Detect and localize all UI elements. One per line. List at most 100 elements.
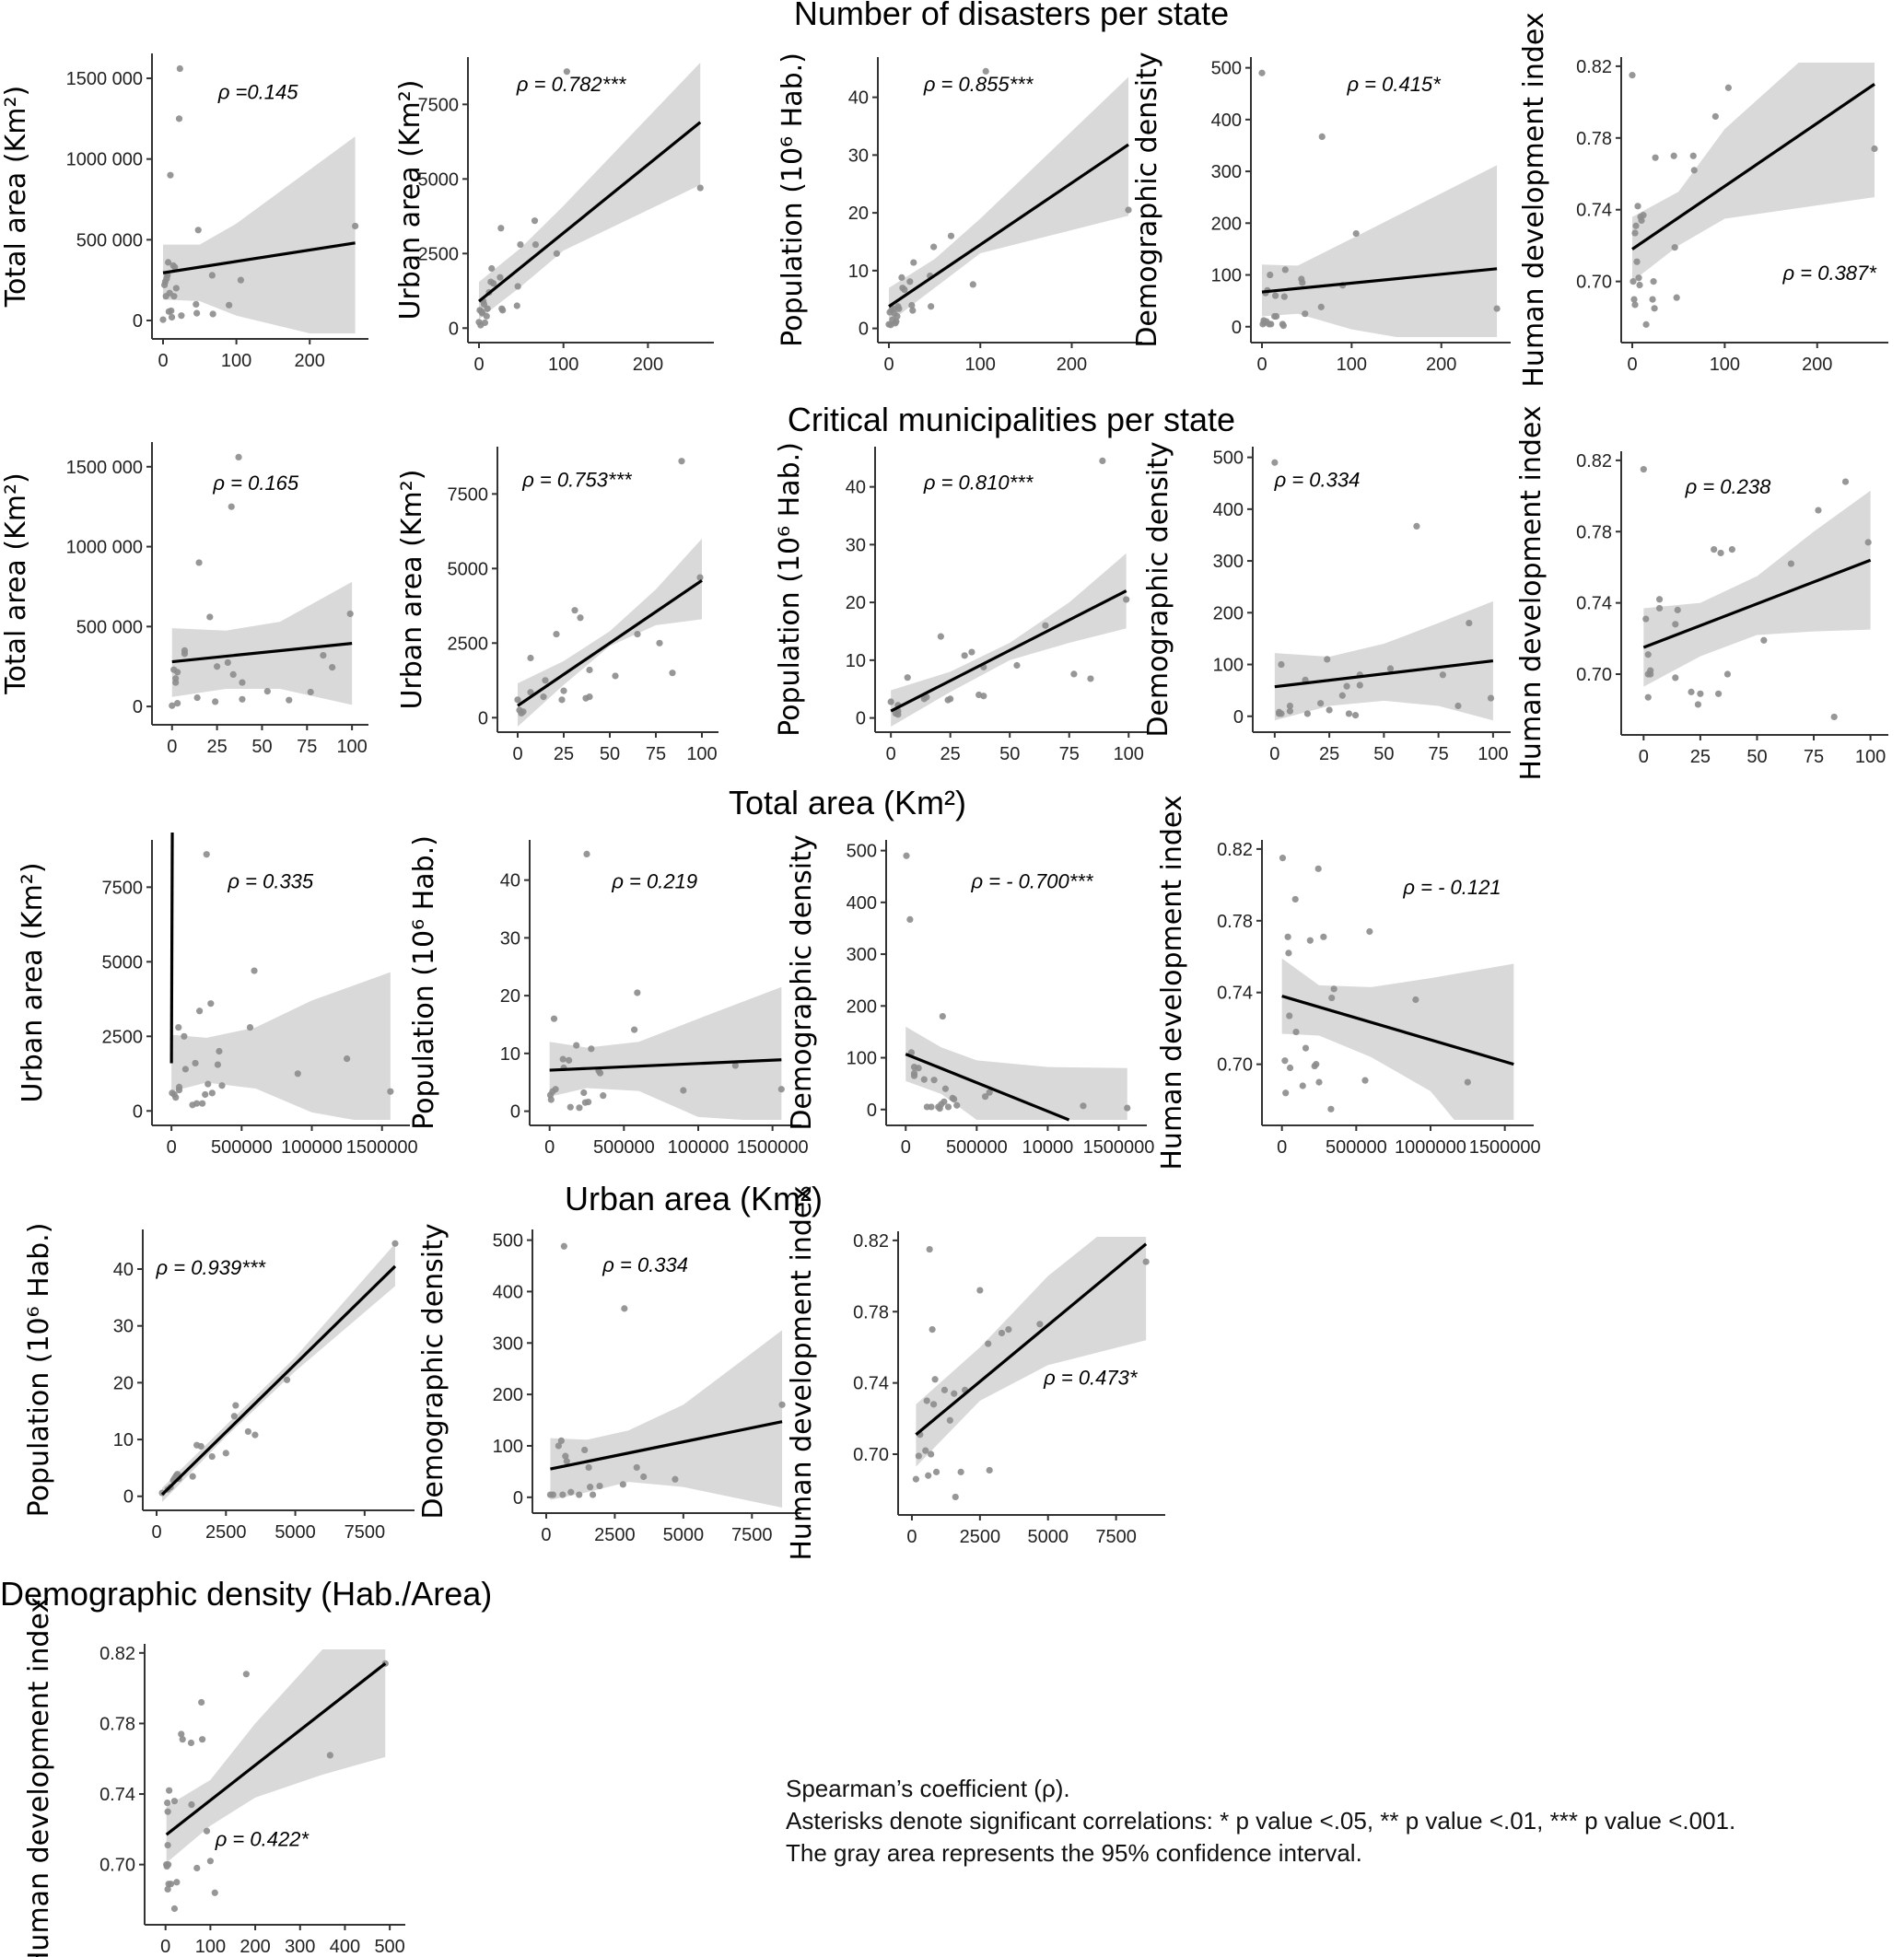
data-point xyxy=(563,1458,570,1465)
y-tick-label: 0.74 xyxy=(1576,594,1612,614)
data-point xyxy=(976,1287,984,1294)
data-point xyxy=(946,1416,953,1424)
y-tick-label: 500 000 xyxy=(76,617,143,637)
confidence-band xyxy=(905,1026,1127,1120)
confidence-band xyxy=(1274,600,1493,727)
data-point xyxy=(1633,258,1641,265)
y-tick-label: 0 xyxy=(510,1102,520,1123)
data-point xyxy=(206,1858,214,1865)
data-point xyxy=(1672,674,1679,681)
y-tick-label: 30 xyxy=(846,535,866,555)
data-point xyxy=(517,240,524,249)
confidence-band xyxy=(518,538,702,727)
data-point xyxy=(239,679,246,686)
x-tick-label: 10000 xyxy=(1022,1137,1074,1158)
data-point xyxy=(621,1305,628,1312)
data-point xyxy=(600,1092,607,1100)
data-point xyxy=(170,1905,179,1913)
x-tick-label: 200 xyxy=(1057,355,1087,375)
y-tick-label: 0 xyxy=(133,1101,143,1122)
x-tick-label: 0 xyxy=(158,351,168,371)
spearman-rho-label: ρ = - 0.121 xyxy=(1402,876,1501,899)
data-point xyxy=(198,1698,205,1707)
data-point xyxy=(174,700,181,707)
data-point xyxy=(497,225,505,232)
x-tick-label: 0 xyxy=(151,1522,161,1543)
data-point xyxy=(1717,549,1724,557)
data-point xyxy=(1302,310,1309,318)
x-tick-label: 100000 xyxy=(281,1137,343,1158)
data-point xyxy=(1647,670,1654,678)
data-point xyxy=(196,1008,204,1015)
data-point xyxy=(1042,622,1049,629)
data-point xyxy=(1361,1077,1369,1084)
x-tick-label: 0 xyxy=(1627,355,1637,375)
x-tick-label: 100 xyxy=(221,351,251,371)
data-point xyxy=(893,318,900,325)
data-point xyxy=(1267,271,1274,279)
scatter-panel-r4p3: 0.70 0.74 0.78 0.82 0 2500 5000 7500 Human devel… xyxy=(786,1185,1165,1561)
y-axis-label: Human development index xyxy=(1518,12,1550,387)
data-point xyxy=(1386,665,1395,672)
confidence-band xyxy=(550,1330,783,1508)
data-point xyxy=(1871,145,1878,153)
scatter-panel-r2p5: 0.70 0.74 0.78 0.82 0 25 50 75 100 Human developm… xyxy=(1515,405,1888,781)
y-axis-label: Human development index xyxy=(1156,795,1188,1170)
data-point xyxy=(894,711,902,718)
data-point xyxy=(263,688,271,695)
y-tick-label: 0.82 xyxy=(1217,840,1253,860)
spearman-rho-label: ρ = 0.165 xyxy=(212,472,298,495)
data-point xyxy=(214,1061,222,1068)
data-point xyxy=(199,1736,206,1743)
y-tick-label: 40 xyxy=(500,871,520,891)
regression-line xyxy=(160,1264,397,1497)
data-point xyxy=(915,1065,922,1072)
y-tick-label: 100 xyxy=(1211,266,1242,286)
data-point xyxy=(1711,112,1719,121)
data-point xyxy=(531,217,539,225)
data-point xyxy=(909,307,917,314)
data-point xyxy=(307,688,314,696)
y-tick-label: 2500 xyxy=(448,634,489,654)
y-axis-label: Demographic density xyxy=(1142,441,1174,737)
data-point xyxy=(903,852,910,859)
x-tick-label: 500000 xyxy=(1326,1137,1387,1158)
y-tick-label: 100 xyxy=(847,1049,877,1069)
data-point xyxy=(1278,710,1285,717)
y-tick-label: 400 xyxy=(1211,111,1242,131)
data-point xyxy=(576,1104,583,1112)
data-point xyxy=(1278,660,1285,669)
data-point xyxy=(1313,1061,1320,1068)
x-tick-label: 0 xyxy=(886,744,896,764)
y-axis-label: Human development index xyxy=(1515,405,1548,780)
y-axis-label: Population (10⁶ Hab.) xyxy=(23,1223,55,1518)
y-tick-label: 2500 xyxy=(418,244,460,264)
spearman-rho-label: ρ =0.145 xyxy=(217,81,298,104)
data-point xyxy=(941,1085,950,1092)
data-point xyxy=(895,305,903,312)
x-tick-label: 25 xyxy=(1690,747,1711,767)
data-point xyxy=(197,1442,204,1450)
y-tick-label: 500 xyxy=(847,842,877,862)
data-point xyxy=(678,458,685,465)
data-point xyxy=(951,1095,958,1103)
data-point xyxy=(596,1069,604,1077)
y-tick-label: 10 xyxy=(846,651,866,671)
x-tick-label: 400 xyxy=(330,1937,360,1957)
spearman-rho-label: ρ = 0.473* xyxy=(1043,1366,1139,1389)
y-tick-label: 300 xyxy=(493,1334,523,1354)
data-point xyxy=(576,1491,583,1498)
data-point xyxy=(175,1023,182,1031)
data-point xyxy=(930,1077,938,1084)
regression-line xyxy=(477,121,702,303)
x-tick-label: 2500 xyxy=(960,1527,1001,1547)
data-point xyxy=(980,693,987,700)
data-point xyxy=(1286,1064,1294,1072)
data-point xyxy=(1815,507,1822,514)
y-tick-label: 7500 xyxy=(448,484,489,505)
data-point xyxy=(329,664,336,671)
data-point xyxy=(1634,203,1641,210)
y-tick-label: 500 xyxy=(493,1231,523,1252)
data-point xyxy=(940,1386,949,1393)
data-point xyxy=(920,1076,928,1083)
